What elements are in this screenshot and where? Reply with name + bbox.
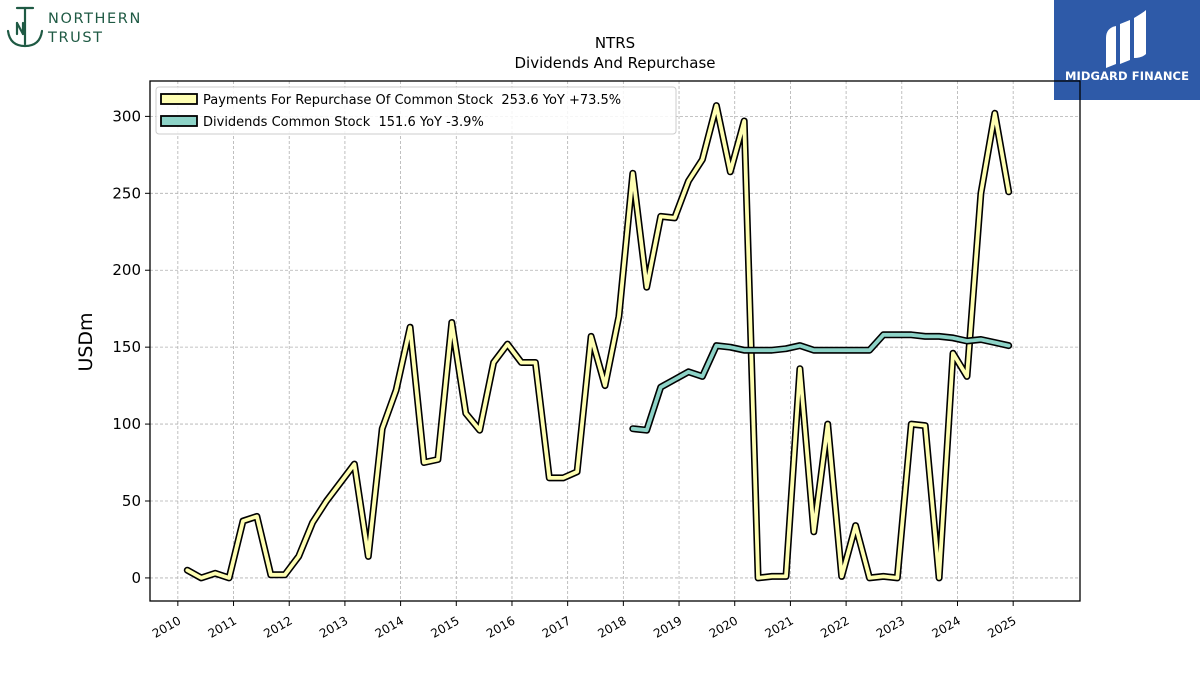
plot-frame [149,80,1081,602]
legend-swatch-dividends [160,115,198,127]
x-tick-label: 2022 [818,613,851,640]
midgard-finance-logo: MIDGARD FINANCE [1054,0,1200,100]
legend-label-repurchase: Payments For Repurchase Of Common Stock … [203,93,621,108]
y-tick-label: 0 [131,569,141,587]
x-tick-label: 2023 [874,613,907,640]
midgard-emblem-icon [1106,10,1146,68]
y-tick-label: 200 [112,261,141,279]
y-tick-label: 250 [112,184,141,202]
brand-line2: TRUST [48,30,104,46]
x-tick-label: 2021 [762,613,795,640]
y-tick-label: 50 [122,492,141,510]
legend-swatch-repurchase [160,93,198,105]
x-tick-label: 2020 [707,613,740,640]
x-tick-label: 2015 [428,613,461,640]
series-line-1 [630,332,1011,433]
y-tick-label: 300 [112,107,141,125]
x-tick-label: 2024 [930,613,963,640]
legend-box [155,86,677,135]
legend: Payments For Repurchase Of Common Stock … [155,86,677,135]
x-tick-label: 2014 [373,613,406,640]
midgard-finance-name: MIDGARD FINANCE [1064,69,1190,83]
y-tick-label: 100 [112,415,141,433]
x-tick-label: 2011 [206,613,239,640]
y-axis-label: USDm [75,312,97,371]
x-tick-label: 2010 [150,613,183,640]
x-tick-label: 2019 [651,613,684,640]
x-tick-label: 2018 [595,613,628,640]
legend-label-dividends: Dividends Common Stock 151.6 YoY -3.9% [203,115,484,130]
series-outline-0 [183,102,1013,582]
anchor-icon [6,6,44,48]
x-tick-label: 2017 [540,613,573,640]
chart-title: NTRS [595,34,635,52]
x-tick-label: 2012 [261,613,294,640]
x-tick-label: 2013 [317,613,350,640]
x-tick-label: 2016 [484,613,517,640]
x-tick-label: 2025 [985,613,1018,640]
series-line-0 [185,103,1011,580]
brand-line1: NORTHERN [48,11,142,27]
series-layer [183,102,1013,582]
northern-trust-logo: NORTHERN TRUST [4,4,164,52]
axis-ticks: 2010 2011 2012 2013 2014 2015 2016 2017 2018 2019… [112,107,1018,640]
y-tick-label: 150 [112,338,141,356]
chart-subtitle: Dividends And Repurchase [514,54,715,72]
